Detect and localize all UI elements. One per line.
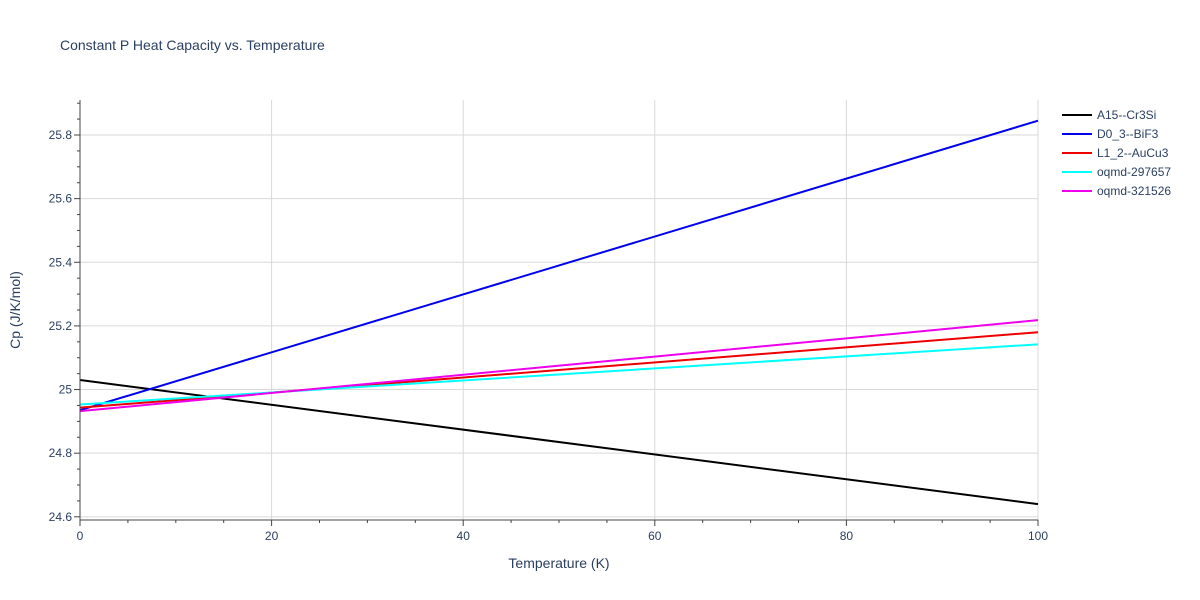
x-tick-label: 80 — [840, 529, 854, 543]
legend-label: D0_3--BiF3 — [1097, 127, 1159, 141]
axes: 0 20 40 60 80 100 24.6 24.8 25 25.2 25.4 25.6 25.8 — [49, 100, 1048, 543]
y-tick-label: 25 — [59, 383, 73, 397]
series-line-D0_3--BiF3 — [79, 119, 1039, 412]
y-tick-label: 25.4 — [49, 255, 73, 269]
series-line-oqmd-321526 — [79, 319, 1039, 413]
grid — [80, 100, 1039, 520]
legend-label: L1_2--AuCu3 — [1097, 146, 1169, 160]
legend-label: oqmd-321526 — [1097, 184, 1171, 198]
chart-title: Constant P Heat Capacity vs. Temperature — [60, 37, 325, 53]
y-tick-label: 25.6 — [49, 192, 73, 206]
legend-label: oqmd-297657 — [1097, 165, 1171, 179]
x-tick-label: 60 — [648, 529, 662, 543]
series-line-oqmd-297657 — [79, 343, 1039, 406]
legend-label: A15--Cr3Si — [1097, 108, 1156, 122]
x-tick-label: 100 — [1028, 529, 1048, 543]
y-tick-label: 24.8 — [49, 446, 73, 460]
x-axis-title: Temperature (K) — [508, 555, 609, 571]
plot-area — [79, 119, 1039, 506]
series-line-A15--Cr3Si — [79, 379, 1039, 506]
x-tick-label: 40 — [457, 529, 471, 543]
legend: A15--Cr3Si D0_3--BiF3 L1_2--AuCu3 oqmd-2976… — [1062, 108, 1171, 198]
y-tick-label: 25.8 — [49, 128, 73, 142]
y-tick-label: 24.6 — [49, 510, 73, 524]
x-tick-label: 0 — [77, 529, 84, 543]
y-axis-title: Cp (J/K/mol) — [7, 271, 23, 349]
x-tick-label: 20 — [265, 529, 279, 543]
y-tick-label: 25.2 — [49, 319, 73, 333]
